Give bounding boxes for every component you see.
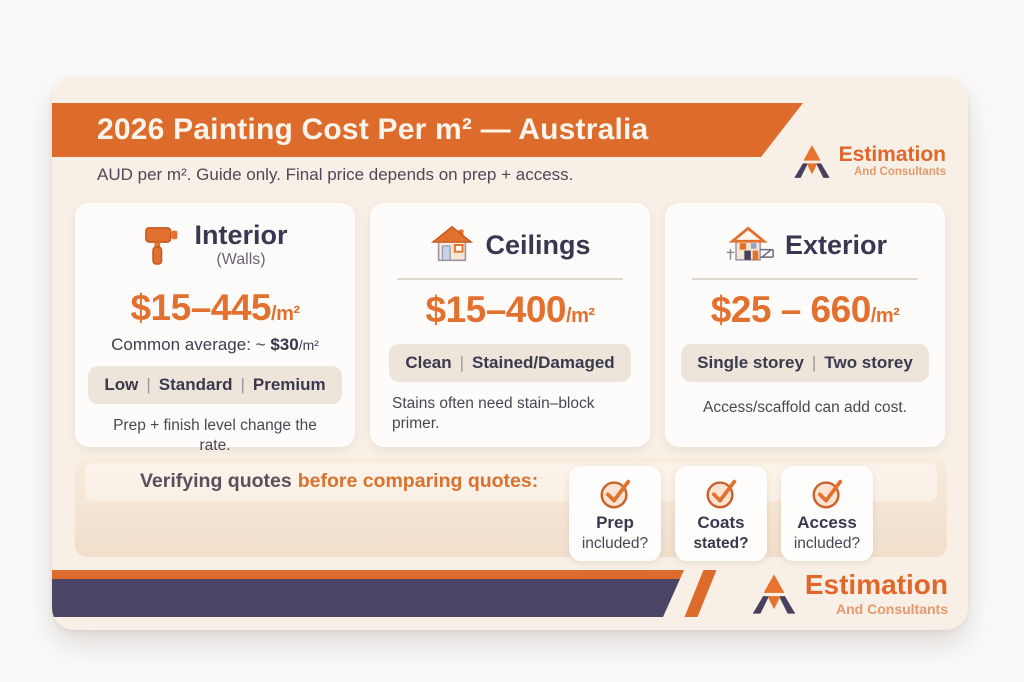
brand-name: Estimation: [838, 143, 946, 167]
pill-separator: |: [459, 353, 465, 372]
divider: [397, 278, 623, 280]
interior-title: Interior: [194, 219, 288, 250]
brand-lockup-top: Estimation And Consultants: [792, 143, 946, 180]
pill-separator: |: [146, 375, 151, 394]
checkmark-circle-icon: [812, 479, 843, 509]
brand-tagline: And Consultants: [854, 166, 946, 179]
price-card-exterior: Exterior $25 – 660/m² Single storey | Two …: [665, 203, 945, 447]
pill-item: Single storey: [697, 353, 804, 372]
verify-heading-accent: before comparing quotes:: [297, 470, 539, 492]
exterior-note: Access/scaffold can add cost.: [703, 399, 907, 416]
brand-name: Estimation: [804, 569, 948, 600]
verify-heading-plain: Verifying quotes: [140, 470, 292, 492]
brand-logo-icon: [752, 573, 796, 614]
footer-ribbon: [52, 570, 684, 617]
interior-subtitle: (Walls): [216, 251, 266, 269]
ceilings-price: $15–400/m²: [425, 289, 595, 330]
exterior-title: Exterior: [784, 229, 888, 260]
badge-coats-stated: Coats stated?: [675, 466, 767, 561]
pill-item: Two storey: [824, 353, 913, 372]
price-cards-row: Interior (Walls) $15–445/m² Common avera…: [75, 203, 945, 454]
badge-question: stated?: [693, 534, 749, 552]
ceilings-price-range: $15–400: [425, 289, 567, 330]
interior-price: $15–445/m²: [130, 287, 300, 328]
interior-price-range: $15–445: [130, 287, 272, 328]
verify-badges: Prep included? Coats stated?: [569, 466, 873, 561]
verify-heading: Verifying quotes before comparing quotes:: [140, 470, 538, 493]
pill-item: Low: [104, 375, 139, 394]
exterior-price: $25 – 660/m²: [711, 291, 900, 328]
brand-logo-icon: [793, 145, 830, 178]
title-banner: 2026 Painting Cost Per m² — Australia: [52, 103, 803, 157]
interior-levels-pill: Low | Standard | Premium: [88, 366, 342, 404]
interior-price-unit: /m²: [271, 303, 300, 325]
pill-item: Premium: [252, 375, 326, 394]
footer-orange-stripe: [52, 570, 684, 579]
ceilings-price-unit: /m²: [566, 305, 595, 327]
price-card-ceilings: Ceilings $15–400/m² Clean | Stained/Damage…: [370, 203, 650, 447]
pill-item: Clean: [405, 353, 452, 372]
price-card-interior: Interior (Walls) $15–445/m² Common avera…: [75, 203, 355, 454]
badge-title: Access: [797, 513, 857, 532]
footer-navy-bar: [52, 579, 684, 617]
paint-roller-icon: [145, 227, 178, 265]
badge-prep-included: Prep included?: [569, 466, 661, 561]
divider: [692, 278, 918, 280]
infographic-card: 2026 Painting Cost Per m² — Australia AU…: [52, 77, 968, 630]
house-icon: [431, 225, 474, 262]
exterior-price-range: $25 – 660: [710, 289, 872, 330]
footer-slash-accent: [684, 570, 717, 617]
ceilings-condition-pill: Clean | Stained/Damaged: [389, 344, 631, 382]
ceilings-title: Ceilings: [485, 229, 591, 260]
badge-title: Coats: [697, 513, 745, 532]
verify-quotes-band: Verifying quotes before comparing quotes:…: [75, 458, 947, 561]
brand-lockup-footer: Estimation And Consultants: [750, 571, 948, 616]
interior-card-header: Interior (Walls): [142, 219, 288, 271]
pill-item: Standard: [158, 375, 233, 394]
ceilings-card-header: Ceilings: [429, 219, 591, 271]
interior-note: Prep + finish level change the rate.: [113, 417, 317, 455]
pill-separator: |: [811, 353, 817, 372]
page-title: 2026 Painting Cost Per m² — Australia: [97, 113, 649, 146]
interior-average-prefix: Common average: ~: [111, 335, 271, 354]
exterior-card-header: Exterior: [723, 219, 887, 271]
badge-question: included?: [793, 534, 861, 552]
badge-access-included: Access included?: [781, 466, 873, 561]
badge-title: Prep: [596, 513, 634, 532]
badge-question: included?: [581, 534, 649, 552]
exterior-storey-pill: Single storey | Two storey: [681, 344, 929, 382]
pill-item: Stained/Damaged: [472, 353, 615, 372]
checkmark-circle-icon: [600, 479, 631, 509]
checkmark-circle-icon: [706, 479, 737, 509]
pill-separator: |: [240, 375, 245, 394]
interior-average-unit: /m²: [298, 337, 319, 353]
interior-average: Common average: ~ $30/m²: [111, 335, 319, 355]
page-subtitle: AUD per m². Guide only. Final price depe…: [97, 165, 574, 184]
brand-tagline: And Consultants: [836, 601, 948, 617]
interior-average-value: $30: [270, 335, 299, 354]
exterior-price-unit: /m²: [870, 305, 900, 327]
house-scaffold-icon: [726, 226, 774, 261]
ceilings-note: Stains often need stain–block primer.: [392, 395, 595, 433]
